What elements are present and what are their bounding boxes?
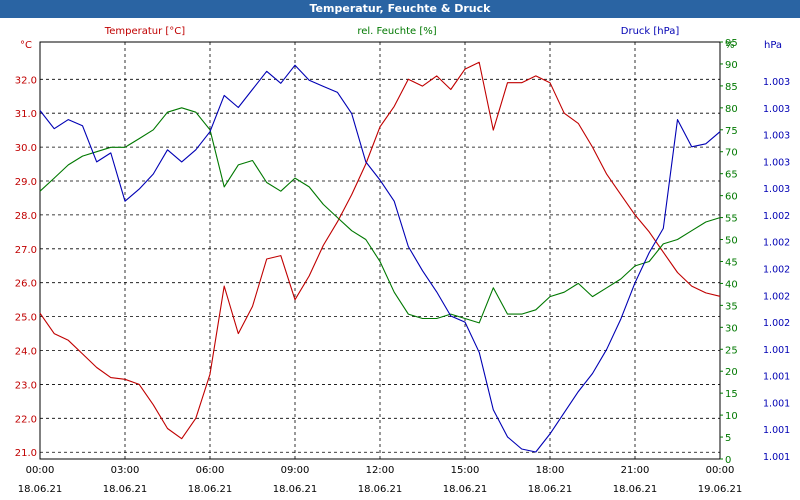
time-tick-label: 00:00 <box>706 465 735 476</box>
humidity-tick-label: 90 <box>725 60 738 71</box>
humidity-tick-label: 15 <box>725 389 738 400</box>
humidity-tick-label: 35 <box>725 301 738 312</box>
pressure-tick-label: 1.002 <box>763 211 790 222</box>
pressure-tick-label: 1.001 <box>763 345 790 356</box>
temperature-tick-label: 29.0 <box>15 177 37 188</box>
pressure-unit: hPa <box>764 40 782 51</box>
humidity-tick-label: 85 <box>725 82 738 93</box>
pressure-line <box>39 64 721 453</box>
date-tick-label: 18.06.21 <box>103 484 148 495</box>
humidity-tick-label: 95 <box>725 38 738 49</box>
humidity-axis: 0 5 10 15 20 25 30 35 40 45 50 55 60 65 70 75 80 85 90 95 <box>720 38 738 466</box>
temperature-tick-label: 23.0 <box>15 380 37 391</box>
temperature-tick-label: 25.0 <box>15 313 37 324</box>
chart-title: Temperatur, Feuchte & Druck <box>0 0 800 18</box>
pressure-tick-label: 1.001 <box>763 398 790 409</box>
series-lines <box>39 61 721 453</box>
time-tick-label: 06:00 <box>196 465 225 476</box>
pressure-tick-label: 1.003 <box>763 77 790 88</box>
humidity-tick-label: 0 <box>725 455 731 466</box>
pressure-axis-title: Druck [hPa] <box>621 26 680 37</box>
humidity-tick-label: 70 <box>725 148 738 159</box>
temperature-tick-label: 31.0 <box>15 109 37 120</box>
humidity-unit: % <box>725 40 735 51</box>
humidity-tick-label: 55 <box>725 214 738 225</box>
humidity-tick-label: 25 <box>725 345 738 356</box>
date-tick-label: 18.06.21 <box>528 484 573 495</box>
temperature-axis-title: Temperatur [°C] <box>104 26 185 37</box>
axis-titles: °C Temperatur [°C] rel. Feuchte [%]% Druck … <box>20 26 782 51</box>
pressure-tick-label: 1.002 <box>763 291 790 302</box>
pressure-axis: 1.001 1.001 1.001 1.001 1.001 1.002 1.002 1.002… <box>763 77 790 463</box>
temperature-tick-label: 32.0 <box>15 75 37 86</box>
temperature-axis: 21.0 22.0 23.0 24.0 25.0 26.0 27.0 28.0 29.0 30.0… <box>15 75 37 459</box>
date-tick-label: 18.06.21 <box>188 484 233 495</box>
pressure-tick-label: 1.001 <box>763 452 790 463</box>
plot-border <box>39 41 721 460</box>
humidity-tick-label: 50 <box>725 236 738 247</box>
temperature-unit: °C <box>20 40 32 51</box>
grid <box>40 42 720 459</box>
humidity-line <box>39 107 721 324</box>
time-tick-label: 09:00 <box>281 465 310 476</box>
humidity-tick-label: 5 <box>725 433 731 444</box>
time-tick-label: 12:00 <box>366 465 395 476</box>
plot-frame <box>39 41 721 460</box>
pressure-tick-label: 1.003 <box>763 157 790 168</box>
date-tick-label: 18.06.21 <box>358 484 403 495</box>
humidity-tick-label: 30 <box>725 323 738 334</box>
time-axis: 00:00 18.06.21 03:00 18.06.21 06:00 18.06.21 0… <box>18 465 743 495</box>
date-tick-label: 18.06.21 <box>613 484 658 495</box>
time-tick-label: 18:00 <box>536 465 565 476</box>
temperature-tick-label: 30.0 <box>15 143 37 154</box>
time-tick-label: 03:00 <box>111 465 140 476</box>
time-tick-label: 00:00 <box>26 465 55 476</box>
pressure-tick-label: 1.002 <box>763 238 790 249</box>
humidity-tick-label: 40 <box>725 279 738 290</box>
date-tick-label: 18.06.21 <box>273 484 318 495</box>
date-tick-label: 19.06.21 <box>698 484 743 495</box>
time-tick-label: 21:00 <box>621 465 650 476</box>
humidity-tick-label: 65 <box>725 170 738 181</box>
date-tick-label: 18.06.21 <box>443 484 488 495</box>
humidity-tick-label: 60 <box>725 192 738 203</box>
temperature-tick-label: 28.0 <box>15 211 37 222</box>
pressure-tick-label: 1.001 <box>763 425 790 436</box>
pressure-tick-label: 1.003 <box>763 104 790 115</box>
line-chart: 21.0 22.0 23.0 24.0 25.0 26.0 27.0 28.0 29.0 30.0… <box>15 26 790 495</box>
pressure-tick-label: 1.002 <box>763 265 790 276</box>
time-tick-label: 15:00 <box>451 465 480 476</box>
temperature-tick-label: 24.0 <box>15 347 37 358</box>
temperature-tick-label: 21.0 <box>15 448 37 459</box>
humidity-axis-title: rel. Feuchte [%] <box>357 26 436 37</box>
pressure-tick-label: 1.002 <box>763 318 790 329</box>
humidity-tick-label: 10 <box>725 411 738 422</box>
temperature-tick-label: 27.0 <box>15 245 37 256</box>
humidity-tick-label: 80 <box>725 104 738 115</box>
pressure-tick-label: 1.003 <box>763 184 790 195</box>
temperature-tick-label: 22.0 <box>15 414 37 425</box>
temperature-tick-label: 26.0 <box>15 279 37 290</box>
pressure-tick-label: 1.001 <box>763 372 790 383</box>
date-tick-label: 18.06.21 <box>18 484 63 495</box>
humidity-tick-label: 20 <box>725 367 738 378</box>
temperature-line <box>39 61 721 440</box>
humidity-tick-label: 75 <box>725 126 738 137</box>
humidity-tick-label: 45 <box>725 257 738 268</box>
pressure-tick-label: 1.003 <box>763 131 790 142</box>
